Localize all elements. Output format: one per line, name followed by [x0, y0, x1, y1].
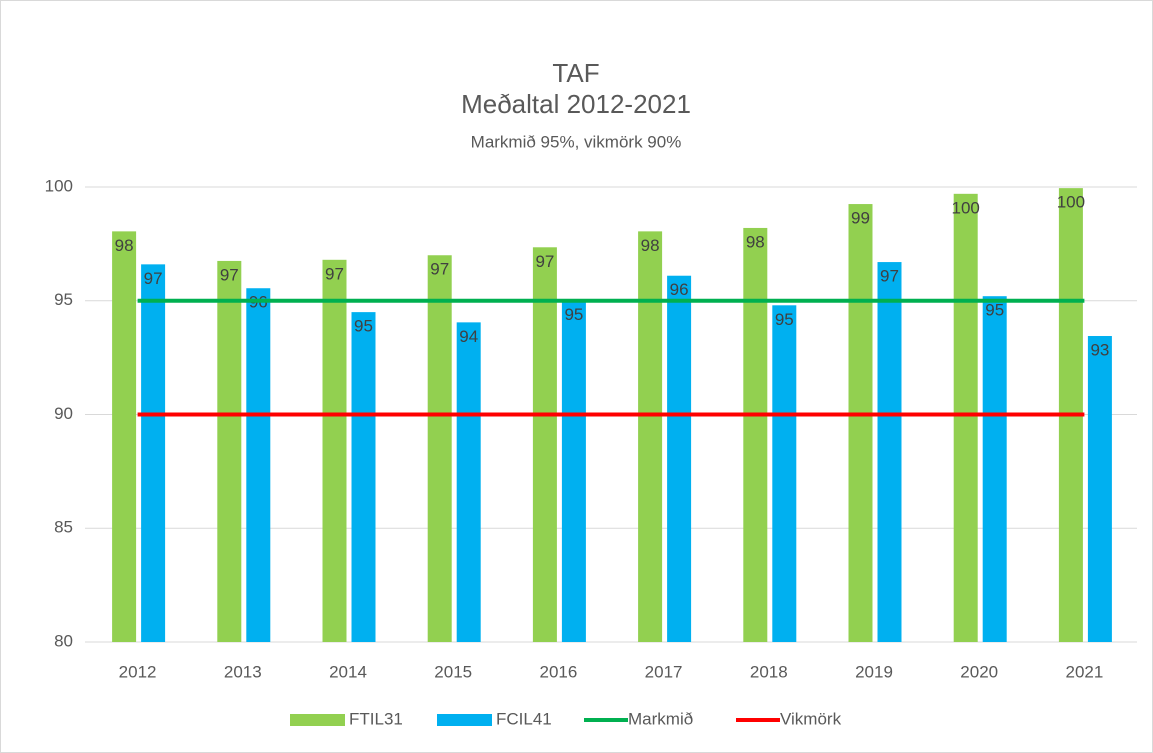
bar	[141, 264, 166, 642]
legend-swatch	[437, 714, 492, 726]
chart-subtitle: Markmið 95%, vikmörk 90%	[471, 132, 682, 151]
legend-label: FCIL41	[496, 709, 552, 728]
bar	[532, 247, 557, 642]
bar	[772, 305, 797, 642]
bar	[667, 275, 692, 642]
data-label: 99	[851, 209, 870, 228]
data-label: 95	[775, 310, 794, 329]
data-label: 95	[564, 305, 583, 324]
data-label: 97	[430, 260, 449, 279]
bar	[427, 255, 452, 642]
data-label: 98	[746, 232, 765, 251]
y-tick-label: 80	[54, 631, 73, 650]
data-label: 100	[952, 198, 980, 217]
x-tick-label: 2012	[119, 662, 157, 681]
data-label: 98	[115, 236, 134, 255]
y-tick-label: 90	[54, 404, 73, 423]
bar	[848, 204, 873, 642]
data-label: 95	[985, 301, 1004, 320]
bar	[953, 193, 978, 642]
bar	[743, 227, 768, 642]
bar	[456, 322, 481, 642]
data-label: 97	[325, 264, 344, 283]
bar	[877, 262, 902, 642]
bar	[217, 260, 242, 642]
data-label: 98	[641, 236, 660, 255]
data-label: 94	[459, 327, 478, 346]
data-label: 97	[144, 269, 163, 288]
x-tick-label: 2013	[224, 662, 262, 681]
x-tick-label: 2020	[960, 662, 998, 681]
x-tick-label: 2017	[645, 662, 683, 681]
y-tick-label: 85	[54, 518, 73, 537]
data-label: 97	[535, 252, 554, 271]
x-tick-label: 2021	[1065, 662, 1103, 681]
bar	[982, 296, 1007, 642]
x-tick-label: 2019	[855, 662, 893, 681]
y-tick-label: 95	[54, 290, 73, 309]
legend-swatch	[290, 714, 345, 726]
data-label: 96	[670, 280, 689, 299]
bar	[351, 312, 376, 642]
chart-title: TAF	[552, 58, 599, 88]
bar	[1087, 336, 1112, 642]
bar	[246, 288, 271, 642]
legend-label: Markmið	[628, 709, 693, 728]
x-tick-label: 2015	[434, 662, 472, 681]
x-tick-label: 2014	[329, 662, 367, 681]
bar	[638, 231, 663, 643]
data-label: 95	[354, 317, 373, 336]
x-tick-label: 2018	[750, 662, 788, 681]
data-label: 100	[1057, 193, 1085, 212]
data-label: 97	[220, 265, 239, 284]
data-label: 97	[880, 267, 899, 286]
data-label: 93	[1090, 340, 1109, 359]
chart-title-line2: Meðaltal 2012-2021	[461, 89, 691, 119]
y-tick-label: 100	[45, 176, 73, 195]
bar	[112, 231, 137, 643]
bar	[561, 300, 586, 642]
legend-label: FTIL31	[349, 709, 403, 728]
legend-label: Vikmörk	[780, 709, 842, 728]
bar	[322, 259, 347, 642]
x-tick-label: 2016	[539, 662, 577, 681]
